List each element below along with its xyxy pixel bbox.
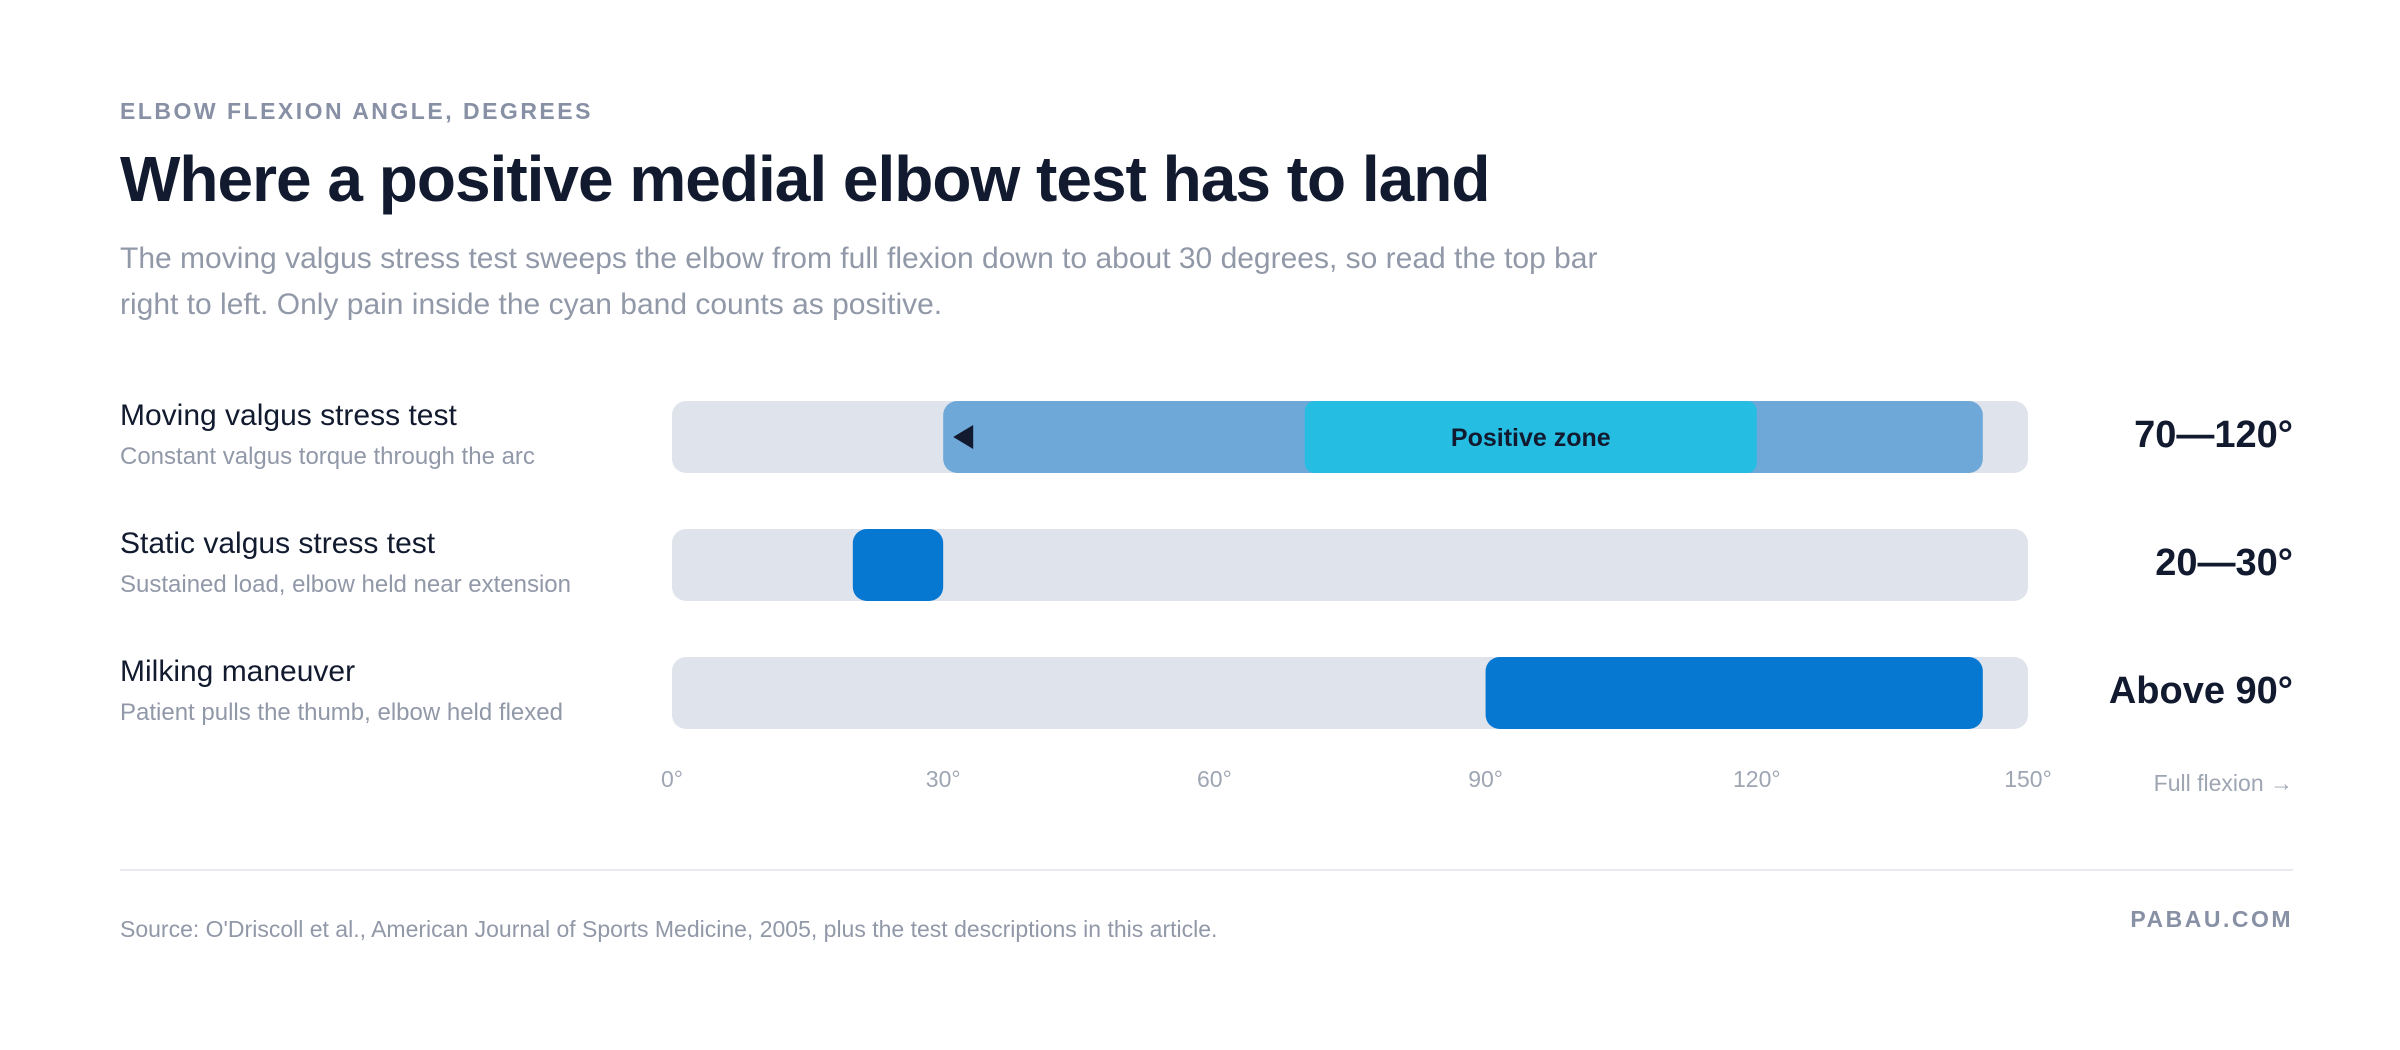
row-description: Constant valgus torque through the arc [120,443,535,470]
bar-track [672,657,2028,729]
row-name: Static valgus stress test [120,527,436,560]
positive-zone-bar [1304,401,1757,473]
source-note: Source: O'Driscoll et al., American Jour… [120,916,1218,942]
x-tick-label: 30° [925,766,961,792]
row-value-label: 20—30° [2155,542,2293,584]
row-description: Patient pulls the thumb, elbow held flex… [120,699,563,726]
row-label-moving-valgus: Moving valgus stress test Constant valgu… [120,398,535,472]
x-tick-label: 150° [2004,766,2052,792]
left-triangle-icon [953,425,974,449]
row-description: Sustained load, elbow held near extensio… [120,571,571,598]
footer-divider [120,869,2293,871]
row-name: Moving valgus stress test [120,399,457,432]
row-value-label: 70—120° [2134,414,2293,456]
range-bar [852,529,944,601]
axis-direction-note: Full flexion → [2153,770,2293,796]
positive-zone-label: Positive zone [1451,424,1611,452]
chart-eyebrow: ELBOW FLEXION ANGLE, DEGREES [120,98,593,124]
x-tick-label: 90° [1468,766,1503,792]
brand-label: PABAU.COM [2130,906,2293,932]
bar-track [672,401,2028,473]
sweep-bar [943,401,1983,473]
bar-track [672,529,2028,601]
row-label-milking-maneuver: Milking maneuver Patient pulls the thumb… [120,654,563,728]
chart-title: Where a positive medial elbow test has t… [120,143,1490,215]
row-value-label: Above 90° [2108,670,2293,712]
row-label-static-valgus: Static valgus stress test Sustained load… [120,526,571,600]
x-tick-label: 120° [1733,766,1781,792]
chart-subtitle: The moving valgus stress test sweeps the… [120,242,1598,321]
range-bar [1485,657,1983,729]
row-name: Milking maneuver [120,655,356,688]
x-tick-label: 0° [661,766,683,792]
x-tick-label: 60° [1197,766,1232,792]
